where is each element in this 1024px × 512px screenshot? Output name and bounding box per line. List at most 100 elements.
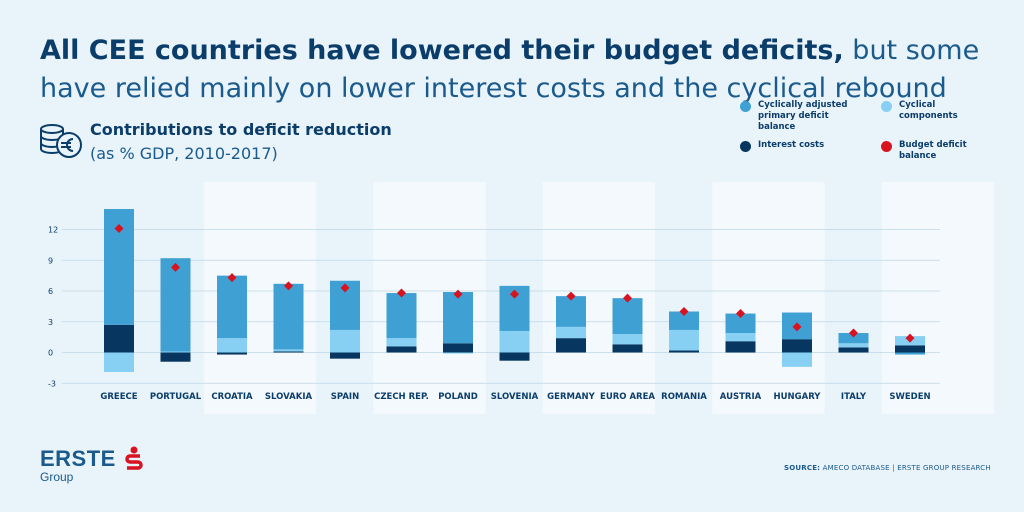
- bar-int: [217, 352, 247, 355]
- bar-cyc: [104, 352, 134, 372]
- bar-cyc: [782, 352, 812, 367]
- legend-swatch-bud: [881, 141, 892, 152]
- bar-int: [330, 352, 360, 359]
- legend-item-int: Interest costs: [740, 140, 868, 152]
- chart-legend: Cyclically adjusted primary deficit bala…: [740, 100, 1010, 170]
- chart-unit-subtitle: (as % GDP, 2010-2017): [90, 144, 278, 163]
- x-tick-label: CZECH REP.: [374, 392, 429, 402]
- x-tick-label: SPAIN: [331, 392, 359, 402]
- headline-light: but some have relied mainly on lower int…: [40, 35, 980, 104]
- x-tick-label: SWEDEN: [889, 392, 930, 402]
- balance-marker: [849, 328, 858, 338]
- bar-cyc: [217, 338, 247, 353]
- legend-swatch-cap: [740, 101, 751, 112]
- y-tick-label: 0: [48, 349, 53, 358]
- bar-cap: [556, 296, 586, 327]
- balance-marker: [510, 289, 519, 299]
- bar-cap: [725, 313, 756, 334]
- bar-cap: [443, 292, 473, 344]
- bar-cyc: [160, 351, 191, 353]
- x-tick-label: ITALY: [841, 392, 867, 402]
- bar-int: [443, 343, 473, 353]
- bar-int: [895, 345, 925, 353]
- legend-label-bud: Budget deficit balance: [899, 140, 967, 161]
- bar-cyc: [725, 333, 756, 342]
- balance-marker: [340, 283, 350, 293]
- chart-subtitle: Contributions to deficit reduction: [90, 120, 392, 139]
- balance-marker: [397, 288, 406, 298]
- x-tick-label: POLAND: [438, 392, 478, 402]
- balance-marker: [679, 307, 689, 316]
- headline: All CEE countries have lowered their bud…: [40, 32, 1000, 108]
- y-tick-label: 9: [48, 256, 53, 265]
- bar-cyc: [273, 349, 304, 352]
- bar-int: [386, 346, 417, 353]
- legend-label-cap: Cyclically adjusted primary deficit bala…: [758, 100, 848, 132]
- legend-item-cap: Cyclically adjusted primary deficit bala…: [740, 100, 868, 133]
- legend-label-int: Interest costs: [758, 140, 825, 150]
- column-band: [712, 182, 825, 414]
- bar-int: [838, 347, 869, 353]
- source-text: AMECO DATABASE | ERSTE GROUP RESEARCH: [822, 464, 991, 472]
- balance-marker: [736, 309, 745, 319]
- bar-cap: [386, 293, 417, 339]
- bar-cyc: [499, 330, 530, 353]
- legend-label-cyc: Cyclical components: [899, 100, 958, 121]
- headline-bold: All CEE countries have lowered their bud…: [40, 35, 844, 66]
- legend-item-cyc: Cyclical components: [881, 100, 979, 122]
- erste-logo: ERSTE Group: [40, 446, 144, 484]
- x-tick-label: ROMANIA: [661, 392, 707, 402]
- x-tick-label: SLOVAKIA: [265, 392, 313, 402]
- y-tick-label: -3: [48, 379, 56, 388]
- bar-int: [556, 338, 586, 353]
- bar-int: [612, 344, 643, 353]
- bar-cyc: [443, 352, 473, 354]
- logo-name: ERSTE: [40, 446, 116, 471]
- y-tick-label: 6: [48, 287, 53, 296]
- balance-marker: [566, 291, 576, 301]
- balance-marker: [227, 273, 237, 283]
- balance-marker: [905, 333, 915, 343]
- x-tick-label: PORTUGAL: [150, 392, 202, 402]
- bar-int: [160, 352, 191, 362]
- coins-euro-icon: [40, 124, 82, 158]
- column-band: [881, 182, 995, 414]
- bar-int: [669, 350, 699, 353]
- x-tick-label: SLOVENIA: [491, 392, 539, 402]
- deficit-chart: 12 9 6 3 0 -3 GREECE PORTUGAL CROATIA SLOVAKIA SPA…: [48, 182, 995, 414]
- bar-cyc: [669, 329, 699, 351]
- source-note: SOURCE: AMECO DATABASE | ERSTE GROUP RES…: [784, 464, 991, 472]
- x-tick-label: GERMANY: [547, 392, 595, 402]
- legend-swatch-cyc: [881, 101, 892, 112]
- bar-cyc: [556, 326, 586, 339]
- balance-marker: [114, 223, 124, 233]
- bar-cap: [612, 298, 643, 335]
- balance-marker: [284, 281, 293, 291]
- erste-s-icon: [125, 446, 143, 470]
- balance-marker: [792, 322, 802, 332]
- balance-marker: [623, 293, 632, 303]
- bar-cap: [838, 333, 869, 344]
- bar-int: [782, 339, 812, 353]
- logo-group: Group: [40, 470, 74, 484]
- bar-cap: [669, 311, 699, 330]
- bar-int: [104, 324, 134, 353]
- x-tick-label: AUSTRIA: [720, 392, 762, 402]
- x-tick-label: GREECE: [100, 392, 137, 402]
- balance-marker: [171, 262, 180, 272]
- y-tick-label: 3: [48, 318, 53, 327]
- bar-cap: [160, 258, 191, 352]
- legend-swatch-int: [740, 141, 751, 152]
- bar-cyc: [838, 343, 869, 348]
- legend-item-bud: Budget deficit balance: [881, 140, 979, 162]
- balance-marker: [453, 289, 463, 299]
- source-label: SOURCE:: [784, 464, 821, 472]
- bar-cap: [273, 283, 304, 350]
- bar-int: [725, 341, 756, 353]
- x-tick-label: HUNGARY: [774, 392, 822, 402]
- bar-cap: [895, 352, 925, 355]
- x-tick-label: CROATIA: [211, 392, 253, 402]
- x-tick-label: EURO AREA: [600, 392, 655, 402]
- bar-cyc: [386, 338, 417, 347]
- bar-int: [273, 351, 304, 353]
